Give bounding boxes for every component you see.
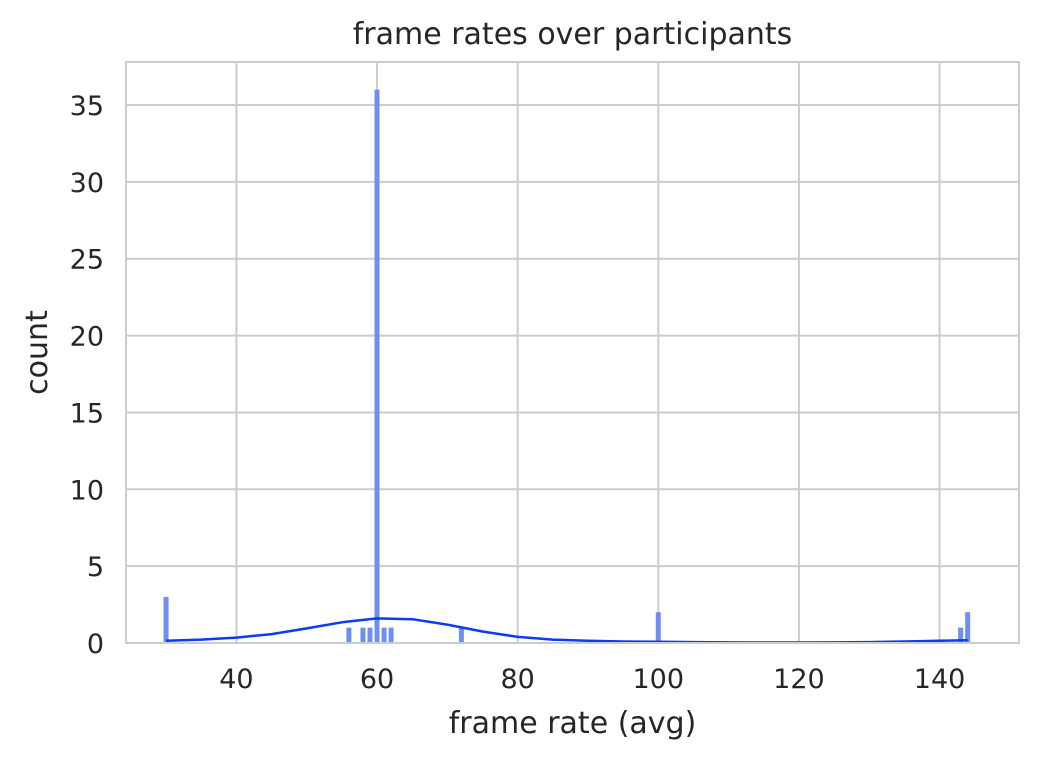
grid — [126, 62, 1019, 644]
x-axis-label: frame rate (avg) — [449, 706, 697, 741]
histogram-bar — [163, 596, 169, 643]
histogram-bar — [360, 627, 366, 643]
histogram-bar — [367, 627, 373, 643]
histogram-bar — [965, 612, 971, 643]
y-tick-label: 10 — [70, 475, 104, 506]
y-tick-label: 0 — [87, 629, 104, 660]
y-tick-label: 25 — [70, 245, 104, 276]
histogram-bar — [458, 627, 464, 643]
histogram-bar — [346, 627, 352, 643]
histogram-bar — [388, 627, 394, 643]
y-tick-label: 35 — [70, 91, 104, 122]
x-tick-label: 140 — [914, 664, 966, 695]
y-tick-label: 15 — [70, 398, 104, 429]
kde-curve — [166, 617, 968, 644]
x-tick-label: 100 — [633, 664, 685, 695]
histogram-bars — [163, 89, 971, 643]
x-tick-label: 40 — [219, 664, 253, 695]
x-tick-label: 80 — [500, 664, 534, 695]
histogram-bar — [374, 89, 380, 643]
histogram-bar — [381, 627, 387, 643]
kde-curve-group — [166, 617, 968, 644]
y-tick-label: 5 — [87, 552, 104, 583]
chart-title: frame rates over participants — [353, 17, 793, 52]
histogram-bar — [655, 612, 661, 643]
y-tick-labels: 0 5 10 15 20 25 30 35 — [70, 91, 104, 660]
y-tick-label: 30 — [70, 168, 104, 199]
histogram-bar — [958, 627, 964, 643]
x-tick-label: 120 — [773, 664, 825, 695]
x-tick-labels: 40 60 80 100 120 140 — [219, 664, 965, 695]
plot-frame — [125, 61, 1020, 644]
y-axis-label: count — [20, 310, 55, 395]
y-tick-label: 20 — [70, 322, 104, 353]
x-tick-label: 60 — [360, 664, 394, 695]
